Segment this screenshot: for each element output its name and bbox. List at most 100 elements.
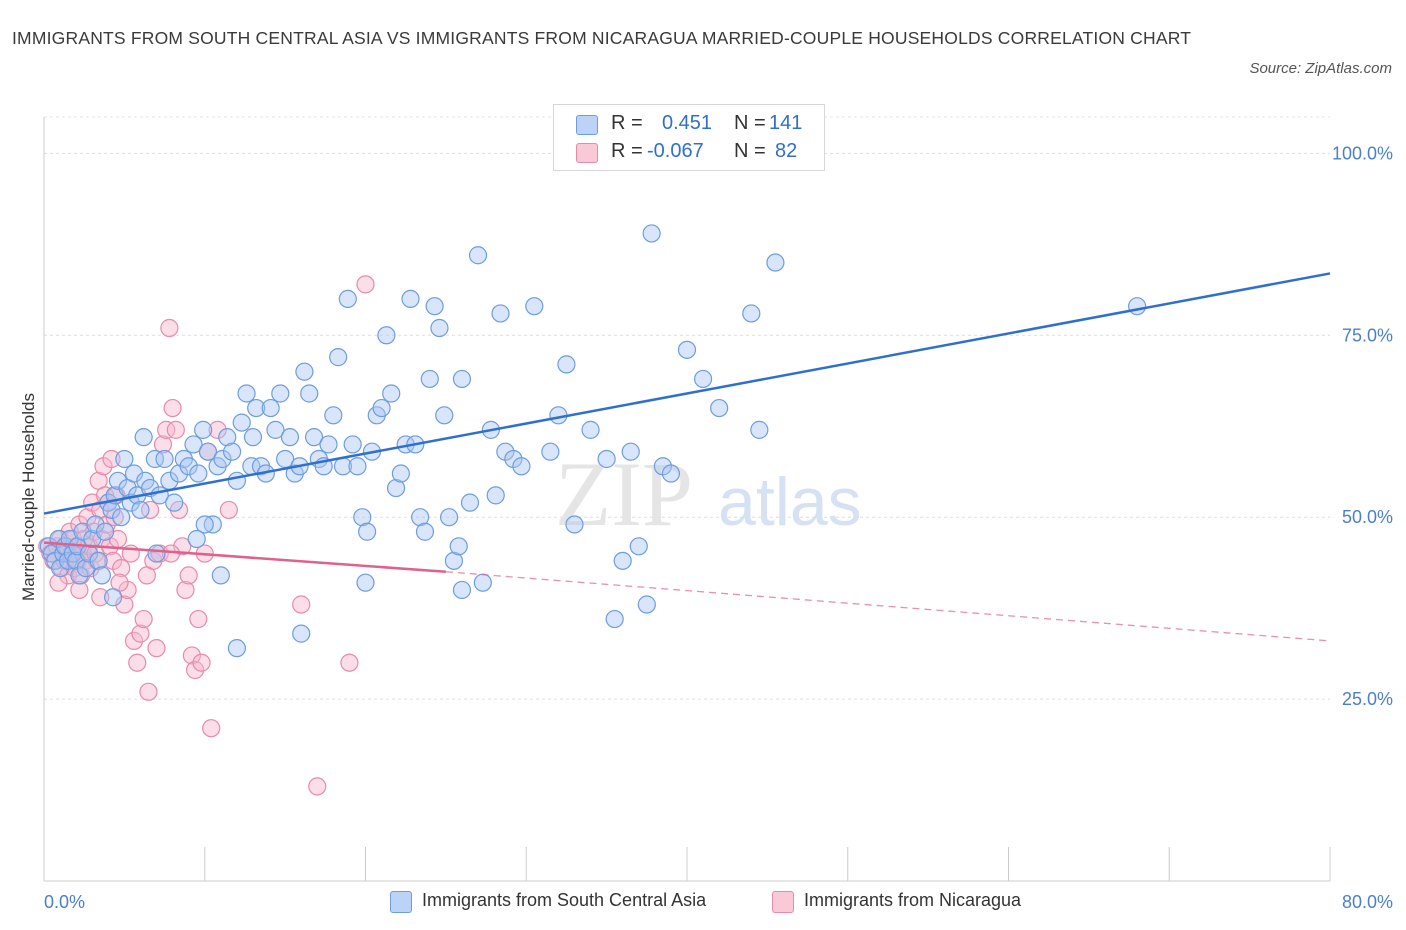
data-point-nicaragua bbox=[157, 420, 176, 439]
data-point-south-central-asia bbox=[661, 464, 681, 483]
data-point-south-central-asia bbox=[742, 304, 761, 323]
data-point-south-central-asia bbox=[218, 428, 237, 447]
trend-line-nicaragua bbox=[43, 541, 446, 574]
y-axis-title: Married-couple Households bbox=[19, 393, 38, 601]
legend-n-value: 82 bbox=[775, 140, 798, 162]
data-point-south-central-asia bbox=[473, 573, 492, 592]
data-point-nicaragua bbox=[139, 682, 158, 701]
data-point-south-central-asia bbox=[435, 406, 454, 425]
data-point-south-central-asia bbox=[271, 384, 290, 403]
data-point-nicaragua bbox=[176, 580, 195, 600]
watermark-atlas: atlas bbox=[718, 464, 862, 540]
x-tick-label-min: 0.0% bbox=[44, 892, 85, 912]
trend-layer bbox=[43, 272, 1331, 642]
data-point-south-central-asia bbox=[565, 515, 584, 534]
data-point-south-central-asia bbox=[115, 449, 134, 469]
y-tick-label: 100.0% bbox=[1332, 143, 1393, 163]
data-point-south-central-asia bbox=[621, 442, 640, 461]
data-point-south-central-asia bbox=[425, 297, 444, 316]
trend-line-south-central-asia bbox=[43, 272, 1331, 515]
data-point-south-central-asia bbox=[86, 515, 105, 534]
data-point-south-central-asia bbox=[194, 420, 213, 439]
data-point-south-central-asia bbox=[468, 246, 488, 265]
watermark: ZIP atlas bbox=[555, 443, 862, 545]
data-point-south-central-asia bbox=[460, 493, 480, 512]
data-point-south-central-asia bbox=[377, 326, 396, 345]
data-point-south-central-asia bbox=[70, 566, 89, 585]
data-point-south-central-asia bbox=[95, 522, 115, 541]
legend-n-label: N = bbox=[734, 140, 766, 162]
data-point-south-central-asia bbox=[766, 253, 785, 272]
data-point-south-central-asia bbox=[430, 318, 449, 338]
data-point-nicaragua bbox=[70, 580, 89, 600]
trend-line-nicaragua-extension bbox=[445, 571, 1331, 642]
data-point-south-central-asia bbox=[372, 398, 391, 418]
data-point-nicaragua bbox=[115, 595, 134, 614]
data-point-south-central-asia bbox=[637, 595, 656, 614]
data-point-south-central-asia bbox=[512, 457, 531, 476]
data-point-south-central-asia bbox=[486, 486, 505, 505]
data-point-south-central-asia bbox=[169, 464, 189, 483]
data-point-nicaragua bbox=[219, 500, 238, 520]
correlation-legend: R = 0.451 N = 141 R = -0.067 N = 82 bbox=[553, 104, 825, 171]
data-point-south-central-asia bbox=[280, 428, 300, 447]
data-point-south-central-asia bbox=[131, 500, 150, 520]
y-tick-label: 50.0% bbox=[1342, 507, 1393, 527]
data-point-south-central-asia bbox=[382, 384, 401, 403]
data-point-nicaragua bbox=[153, 435, 173, 454]
data-point-south-central-asia bbox=[145, 449, 165, 469]
data-point-south-central-asia bbox=[597, 449, 616, 469]
data-point-south-central-asia bbox=[89, 551, 108, 570]
data-point-south-central-asia bbox=[134, 428, 153, 447]
data-point-south-central-asia bbox=[420, 369, 439, 389]
data-point-south-central-asia bbox=[525, 297, 544, 316]
data-point-nicaragua bbox=[91, 588, 110, 607]
data-point-south-central-asia bbox=[343, 435, 362, 454]
legend-n-value: 141 bbox=[769, 112, 803, 134]
data-point-nicaragua bbox=[131, 624, 150, 643]
data-point-nicaragua bbox=[134, 609, 153, 629]
data-point-south-central-asia bbox=[439, 508, 459, 527]
source-label: Source: ZipAtlas.com bbox=[1249, 60, 1392, 77]
data-point-south-central-asia bbox=[324, 406, 343, 425]
data-point-south-central-asia bbox=[750, 420, 769, 439]
data-point-south-central-asia bbox=[227, 639, 246, 658]
data-point-south-central-asia bbox=[179, 457, 198, 476]
data-point-nicaragua bbox=[189, 609, 208, 629]
data-point-south-central-asia bbox=[304, 428, 324, 447]
data-point-south-central-asia bbox=[155, 449, 174, 469]
data-point-south-central-asia bbox=[300, 384, 319, 403]
data-point-south-central-asia bbox=[629, 537, 648, 556]
bottom-legend-swatch-blue bbox=[390, 891, 412, 913]
data-point-nicaragua bbox=[356, 275, 375, 294]
legend-n-label: N = bbox=[734, 112, 766, 134]
data-point-south-central-asia bbox=[449, 537, 468, 556]
data-point-south-central-asia bbox=[710, 398, 729, 418]
data-point-south-central-asia bbox=[198, 442, 218, 461]
data-point-south-central-asia bbox=[491, 304, 510, 323]
data-point-nicaragua bbox=[49, 573, 68, 592]
data-point-south-central-asia bbox=[295, 362, 314, 381]
data-point-south-central-asia bbox=[227, 471, 246, 490]
data-point-south-central-asia bbox=[104, 588, 123, 607]
data-point-south-central-asia bbox=[557, 355, 576, 374]
data-point-south-central-asia bbox=[222, 442, 242, 461]
data-point-south-central-asia bbox=[358, 522, 377, 541]
legend-r-value: -0.067 bbox=[647, 140, 704, 162]
data-point-nicaragua bbox=[124, 631, 144, 650]
y-tick-label: 25.0% bbox=[1342, 689, 1393, 709]
x-tick-label-max: 80.0% bbox=[1342, 892, 1393, 912]
data-point-south-central-asia bbox=[348, 457, 367, 476]
data-point-nicaragua bbox=[292, 595, 311, 614]
data-point-south-central-asia bbox=[124, 464, 144, 483]
data-point-south-central-asia bbox=[319, 435, 338, 454]
bottom-legend-label: Immigrants from South Central Asia bbox=[422, 890, 707, 910]
series-south-central-asia-points bbox=[39, 224, 1147, 658]
watermark-zip: ZIP bbox=[555, 443, 693, 545]
data-point-nicaragua bbox=[112, 559, 131, 578]
data-point-south-central-asia bbox=[92, 566, 111, 585]
data-point-south-central-asia bbox=[444, 551, 464, 570]
data-point-nicaragua bbox=[340, 653, 359, 672]
data-point-south-central-asia bbox=[266, 420, 285, 439]
